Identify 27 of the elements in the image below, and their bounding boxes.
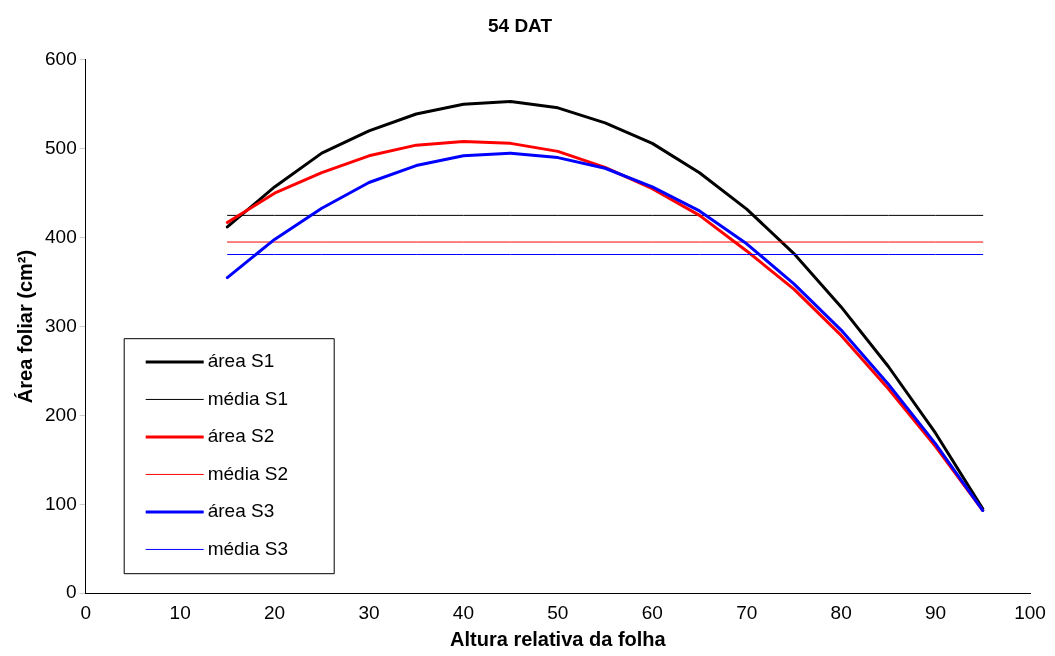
legend-label: área S3 (207, 500, 275, 522)
y-tick-label: 200 (45, 403, 77, 425)
x-tick-label: 100 (1014, 601, 1046, 623)
chart-title: 54 DAT (487, 14, 553, 36)
y-tick-label: 100 (45, 492, 77, 514)
x-tick-label: 80 (830, 601, 852, 623)
x-tick-label: 10 (169, 601, 191, 623)
x-tick-label: 30 (358, 601, 380, 623)
x-tick-label: 20 (263, 601, 286, 623)
x-tick-label: 60 (641, 601, 663, 623)
legend-label: média S1 (207, 387, 288, 409)
x-tick-label: 90 (925, 601, 947, 623)
legend-label: área S1 (207, 350, 275, 372)
y-axis-title: Área foliar (cm²) (13, 249, 36, 404)
y-tick-label: 300 (45, 314, 77, 336)
x-tick-label: 40 (452, 601, 474, 623)
legend-label: média S2 (207, 462, 288, 484)
x-tick-label: 0 (80, 601, 91, 623)
y-tick-label: 400 (45, 225, 77, 247)
x-axis-title: Altura relativa da folha (450, 627, 667, 650)
x-tick-label: 50 (547, 601, 569, 623)
legend-label: média S3 (207, 537, 288, 559)
y-tick-label: 500 (45, 136, 77, 158)
y-tick-label: 0 (66, 581, 77, 603)
x-tick-label: 70 (736, 601, 758, 623)
legend-label: área S2 (207, 425, 275, 447)
y-tick-label: 600 (45, 48, 77, 70)
